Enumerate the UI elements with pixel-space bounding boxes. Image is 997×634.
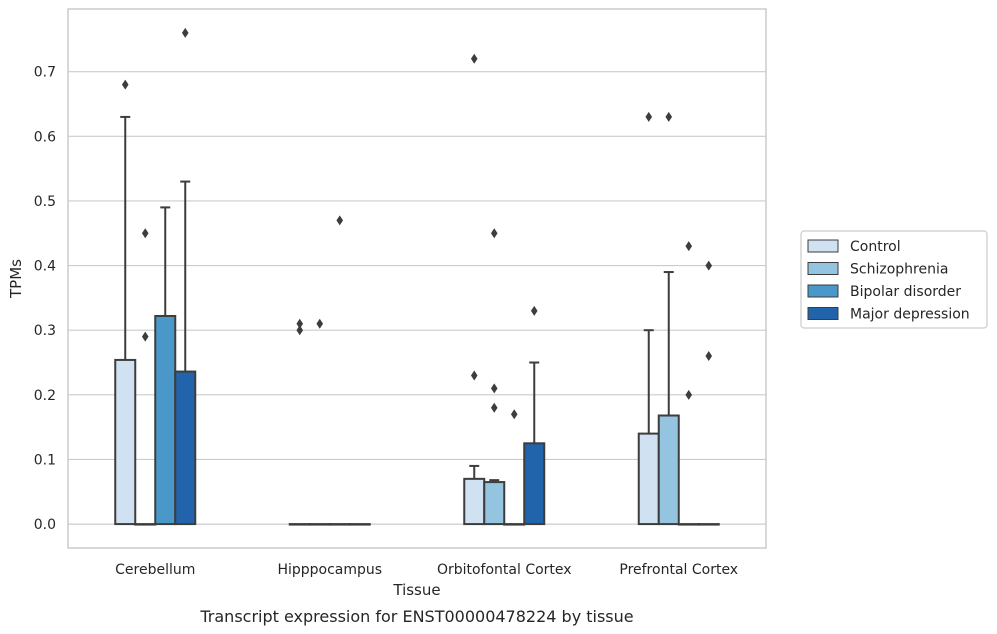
bar [657, 414, 680, 526]
outlier-point [296, 318, 304, 329]
outlier-point [490, 228, 498, 239]
bar [348, 523, 371, 526]
y-tick-label: 0.2 [34, 388, 56, 404]
legend-swatch [807, 239, 839, 253]
bar [677, 523, 700, 526]
outlier-point [685, 241, 693, 252]
bar [174, 370, 197, 526]
bar [697, 523, 720, 526]
bar [134, 523, 157, 526]
bar [637, 432, 660, 526]
bar [523, 442, 546, 526]
x-tick-label: Hipppocampus [277, 562, 382, 578]
y-tick-label: 0.1 [34, 452, 56, 468]
legend: Control Schizophrenia Bipolar disorder Majo… [800, 230, 988, 329]
legend-label: Major depression [850, 307, 970, 323]
bar [463, 477, 486, 526]
outlier-point [685, 389, 693, 400]
outlier-point [490, 383, 498, 394]
x-tick-label: Prefrontal Cortex [619, 562, 738, 578]
y-tick-labels: 0.0 0.1 0.2 0.3 0.4 0.5 0.6 0.7 [34, 65, 56, 533]
legend-box [800, 230, 988, 329]
outlier-point [705, 351, 713, 362]
x-tick-label: Orbitofontal Cortex [437, 562, 572, 578]
outlier-point [316, 318, 324, 329]
outlier-point [141, 331, 149, 342]
outlier-point [470, 53, 478, 64]
outlier-point [510, 409, 518, 420]
legend-swatch [807, 262, 839, 275]
y-tick-label: 0.6 [34, 129, 56, 145]
bar [154, 314, 177, 526]
outlier-point [705, 260, 713, 271]
legend-label: Schizophrenia [850, 262, 948, 278]
legend-label: Bipolar disorder [850, 284, 961, 300]
outlier-point [141, 228, 149, 239]
outlier-point [645, 111, 653, 122]
y-tick-label: 0.0 [34, 517, 56, 533]
outlier-point [121, 79, 129, 90]
bar [288, 523, 311, 526]
legend-label: Control [850, 239, 901, 255]
x-tick-label: Cerebellum [115, 562, 195, 578]
error-bars [120, 115, 674, 483]
bar [328, 523, 351, 526]
chart-caption: Transcript expression for ENST0000047822… [199, 607, 633, 626]
x-axis-label: Tissue [392, 581, 440, 599]
y-tick-label: 0.5 [34, 194, 56, 210]
bars [114, 314, 720, 526]
y-tick-label: 0.3 [34, 323, 56, 339]
outlier-points [121, 27, 713, 420]
outlier-point [530, 305, 538, 316]
outlier-point [181, 27, 189, 38]
outlier-point [296, 325, 304, 336]
plot-frame [67, 8, 767, 549]
outlier-point [490, 402, 498, 413]
bar [114, 358, 137, 526]
outlier-point [470, 370, 478, 381]
y-tick-label: 0.7 [34, 65, 56, 81]
outlier-point [665, 111, 673, 122]
bar [503, 523, 526, 526]
bar [308, 523, 331, 526]
y-axis-label: TPMs [7, 259, 25, 299]
legend-swatch [807, 284, 839, 298]
y-tick-label: 0.4 [34, 259, 56, 275]
legend-swatch [807, 307, 839, 320]
x-tick-labels: Cerebellum Hipppocampus Orbitofontal Corte… [115, 562, 738, 578]
bar [483, 481, 506, 526]
outlier-point [336, 215, 344, 226]
